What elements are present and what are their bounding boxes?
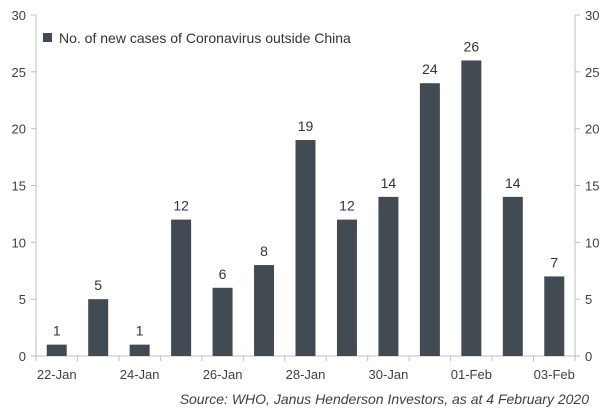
bar-value-label: 1 xyxy=(136,323,144,339)
y-tick-label-right: 25 xyxy=(585,65,599,80)
legend: No. of new cases of Coronavirus outside … xyxy=(43,30,351,46)
bar xyxy=(46,344,67,356)
bar-value-label: 26 xyxy=(464,38,480,54)
y-tick-label-left: 25 xyxy=(12,65,26,80)
y-tick-label-left: 30 xyxy=(12,8,26,23)
x-tick-label: 01-Feb xyxy=(451,367,492,382)
x-tick-label: 24-Jan xyxy=(120,367,160,382)
x-tick-label: 30-Jan xyxy=(369,367,409,382)
y-tick-label-right: 10 xyxy=(585,235,599,250)
bar-value-label: 24 xyxy=(422,61,438,77)
bar xyxy=(461,60,482,356)
bar xyxy=(88,299,109,356)
legend-label: No. of new cases of Coronavirus outside … xyxy=(59,30,351,46)
y-tick-label-right: 5 xyxy=(585,292,592,307)
y-tick-label-left: 15 xyxy=(12,179,26,194)
y-tick-label-right: 30 xyxy=(585,8,599,23)
x-tick-label: 28-Jan xyxy=(286,367,326,382)
bar xyxy=(378,196,399,356)
source-note: Source: WHO, Janus Henderson Investors, … xyxy=(179,391,589,407)
bar-value-label: 1 xyxy=(53,323,61,339)
y-tick-label-right: 15 xyxy=(585,179,599,194)
y-tick-label-left: 0 xyxy=(19,349,26,364)
y-tick-label-left: 10 xyxy=(12,235,26,250)
bar-value-label: 5 xyxy=(94,277,102,293)
bar xyxy=(336,219,357,356)
bar-value-label: 14 xyxy=(505,175,521,191)
bars xyxy=(46,60,565,356)
bar-value-label: 19 xyxy=(298,118,314,134)
bar-value-label: 12 xyxy=(173,198,189,214)
bar-value-label: 14 xyxy=(381,175,397,191)
bar xyxy=(502,196,523,356)
y-tick-label-right: 20 xyxy=(585,122,599,137)
bar xyxy=(295,140,316,356)
x-tick-label: 03-Feb xyxy=(534,367,575,382)
x-tick-label: 26-Jan xyxy=(203,367,243,382)
bar xyxy=(129,344,150,356)
y-tick-label-left: 5 xyxy=(19,292,26,307)
bar xyxy=(544,276,565,356)
bar xyxy=(419,83,440,356)
bar-value-label: 12 xyxy=(339,198,355,214)
bar-value-label: 7 xyxy=(550,254,558,270)
bar-value-label: 8 xyxy=(260,243,268,259)
data-labels: 1 5 1 12 6 8 19 12 14 24 26 14 7 xyxy=(53,38,559,338)
bar-value-label: 6 xyxy=(219,266,227,282)
y-tick-label-left: 20 xyxy=(12,122,26,137)
legend-swatch xyxy=(43,33,52,42)
x-tick-label: 22-Jan xyxy=(37,367,77,382)
y-tick-label-right: 0 xyxy=(585,349,592,364)
bar xyxy=(171,219,192,356)
bar xyxy=(254,265,275,356)
bar xyxy=(212,287,233,356)
